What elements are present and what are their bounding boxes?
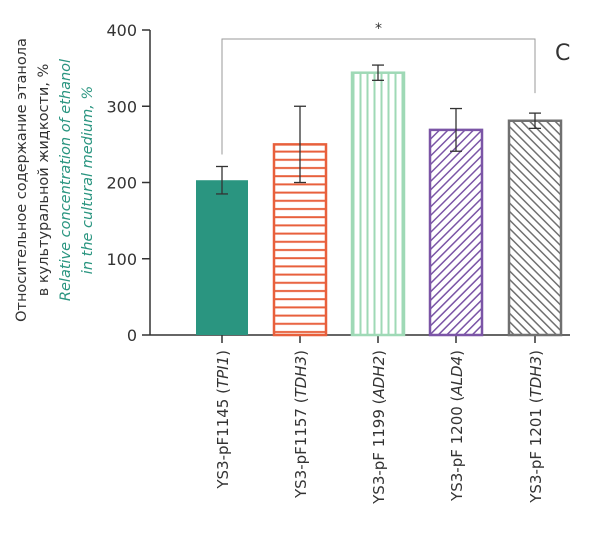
y-tick-label: 200	[106, 174, 137, 193]
y-tick-label: 0	[127, 326, 137, 345]
category-gene: ALD4	[448, 356, 466, 397]
category-gene-close: )	[292, 350, 310, 356]
category-gene-close: )	[448, 350, 466, 356]
category-strain: YS3-pF1157	[292, 403, 310, 499]
category-gene-close: )	[527, 350, 545, 356]
axes: 0 100 200 300 400	[106, 21, 570, 345]
category-strain: YS3-pF 1199	[370, 404, 388, 505]
category-gene-open: (	[527, 397, 545, 403]
y-axis-label-line: в культуральной жидкости, %	[36, 64, 52, 297]
category-label: YS3-pF 1200 (ALD4)	[448, 350, 466, 502]
bar	[428, 128, 484, 337]
category-gene-open: (	[370, 399, 388, 405]
category-label: YS3-pF 1201 (TDH3)	[527, 350, 545, 504]
panel-label: C	[555, 41, 570, 66]
category-gene-open: (	[214, 388, 232, 394]
category-gene-close: )	[214, 350, 232, 356]
y-tick-label: 400	[106, 21, 137, 40]
category-label: YS3-pF1145 (TPI1)	[214, 350, 232, 490]
category-strain: YS3-pF 1200	[448, 401, 466, 502]
significance-bracket	[221, 38, 536, 155]
significance-label: *	[375, 21, 382, 37]
y-axis-label-line: Относительное содержание этанола	[14, 38, 30, 322]
bar	[196, 180, 248, 335]
category-gene-close: )	[370, 350, 388, 356]
y-axis-label-line: Relative concentration of ethanol	[58, 59, 74, 301]
y-tick-label: 100	[106, 250, 137, 269]
category-gene-open: (	[292, 397, 310, 403]
y-axis-label: Относительное содержание этанола в культу…	[14, 38, 96, 322]
y-tick-label: 300	[106, 97, 137, 116]
category-labels: YS3-pF1145 (TPI1)YS3-pF1157 (TDH3)YS3-pF…	[214, 350, 545, 505]
category-gene: TDH3	[527, 356, 545, 398]
y-axis-label-line: in the cultural medium, %	[80, 86, 96, 274]
category-gene: TDH3	[292, 356, 310, 398]
category-gene: ADH2	[370, 356, 388, 400]
category-gene-open: (	[448, 396, 466, 402]
category-label: YS3-pF1157 (TDH3)	[292, 350, 310, 499]
category-strain: YS3-pF 1201	[527, 403, 545, 504]
bars: *	[196, 21, 563, 337]
category-gene: TPI1	[214, 356, 232, 388]
bar	[507, 119, 563, 337]
category-strain: YS3-pF1145	[214, 394, 232, 490]
bar	[350, 71, 406, 337]
category-label: YS3-pF 1199 (ADH2)	[370, 350, 388, 505]
